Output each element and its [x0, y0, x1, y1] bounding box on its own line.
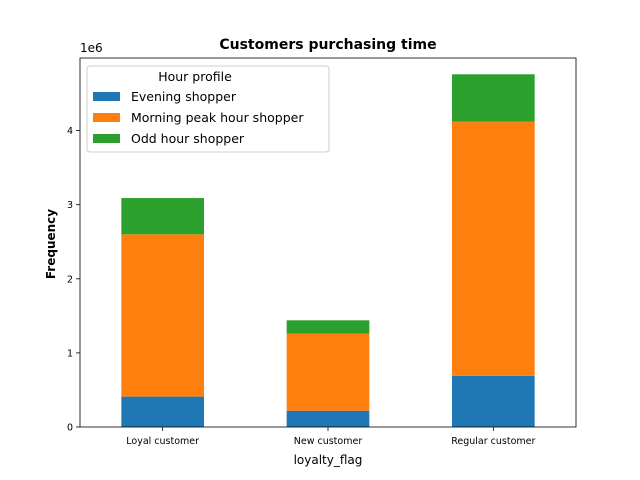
x-tick-label: Loyal customer	[126, 436, 199, 447]
y-tick-label: 2	[67, 274, 73, 285]
legend-swatch	[93, 92, 120, 101]
bar-segment-regular-customer-evening-shopper	[452, 375, 535, 427]
bar-segment-new-customer-odd-hour-shopper	[286, 320, 370, 334]
bars-layer	[121, 74, 535, 427]
legend-entry-label: Evening shopper	[131, 89, 237, 104]
chart-title: Customers purchasing time	[219, 37, 436, 53]
y-tick-label: 4	[67, 126, 73, 137]
bar-segment-regular-customer-odd-hour-shopper	[452, 74, 535, 122]
legend-entry-label: Odd hour shopper	[131, 131, 245, 146]
y-axis-offset-label: 1e6	[80, 41, 103, 55]
legend-entry-label: Morning peak hour shopper	[131, 110, 304, 125]
x-tick-label: Regular customer	[451, 436, 535, 447]
x-axis-label: loyalty_flag	[294, 453, 363, 467]
plot-frame	[79, 57, 577, 428]
bar-segment-loyal-customer-odd-hour-shopper	[121, 198, 204, 235]
bar-segment-new-customer-evening-shopper	[286, 410, 370, 427]
bar-segment-regular-customer-morning-peak-hour-shopper	[452, 121, 535, 376]
bar-segment-loyal-customer-evening-shopper	[121, 396, 204, 427]
legend-title: Hour profile	[158, 69, 232, 84]
y-tick-label: 3	[67, 200, 73, 211]
y-tick-label: 1	[67, 348, 73, 359]
bar-segment-new-customer-morning-peak-hour-shopper	[286, 333, 370, 411]
bar-segment-loyal-customer-morning-peak-hour-shopper	[121, 234, 204, 397]
y-axis-label: Frequency	[44, 209, 58, 279]
legend: Hour profile Evening shopper Morning peak …	[86, 65, 330, 153]
legend-swatch	[93, 134, 120, 143]
legend-swatch	[93, 113, 120, 122]
legend-box	[86, 65, 330, 153]
x-tick-label: New customer	[294, 436, 363, 447]
y-tick-label: 0	[67, 423, 73, 434]
axes-layer: Loyal customer New customer Regular custom…	[67, 57, 577, 447]
